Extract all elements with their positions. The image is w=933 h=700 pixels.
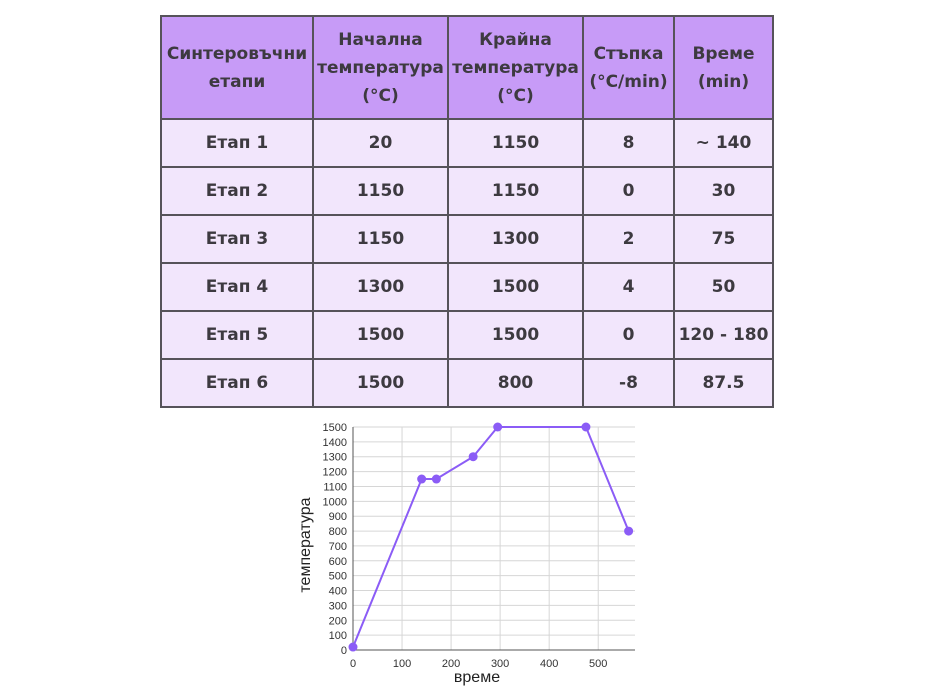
table-cell: 1500: [312, 310, 449, 360]
data-point: [493, 422, 503, 432]
column-header: Крайна температура (°C): [447, 15, 584, 120]
table-cell: 1150: [312, 166, 449, 216]
y-tick-label: 0: [341, 645, 347, 657]
y-tick-label: 100: [329, 630, 347, 642]
column-header: Време (min): [673, 15, 774, 120]
table-cell: 120 - 180: [673, 310, 774, 360]
column-header: Синтеровъчни етапи: [160, 15, 314, 120]
x-axis-label: време: [454, 669, 500, 686]
table-cell: 1150: [447, 118, 584, 168]
table-cell: 1300: [447, 214, 584, 264]
table-cell: 0: [582, 310, 675, 360]
data-point: [431, 474, 441, 484]
table-cell: Етап 5: [160, 310, 314, 360]
table-cell: Етап 2: [160, 166, 314, 216]
table-cell: 87.5: [673, 358, 774, 408]
table-cell: 1150: [447, 166, 584, 216]
data-point: [581, 422, 591, 432]
table-cell: 2: [582, 214, 675, 264]
y-tick-label: 1100: [323, 481, 347, 493]
y-tick-label: 1500: [323, 422, 347, 434]
table-row: Етап 4 1300 1500 4 50: [160, 262, 774, 312]
table-cell: Етап 6: [160, 358, 314, 408]
table-cell: 4: [582, 262, 675, 312]
y-axis-label: температура: [297, 497, 314, 592]
table-cell: 8: [582, 118, 675, 168]
data-point: [348, 642, 358, 652]
y-tick-label: 1000: [323, 496, 347, 508]
table-cell: 20: [312, 118, 449, 168]
table-cell: 1500: [447, 262, 584, 312]
table-row: Етап 6 1500 800 -8 87.5: [160, 358, 774, 408]
x-tick-label: 100: [393, 658, 411, 670]
table-cell: Етап 1: [160, 118, 314, 168]
table-cell: 0: [582, 166, 675, 216]
series-line: [352, 426, 630, 648]
sintering-table: Синтеровъчни етапи Начална температура (°…: [160, 15, 774, 408]
y-tick-label: 1300: [323, 452, 347, 464]
data-point: [468, 452, 478, 462]
data-point: [624, 526, 634, 536]
table-row: Етап 3 1150 1300 2 75: [160, 214, 774, 264]
x-tick-label: 0: [350, 658, 356, 670]
table-cell: 50: [673, 262, 774, 312]
table-cell: 800: [447, 358, 584, 408]
x-tick-label: 300: [491, 658, 509, 670]
y-tick-label: 900: [329, 511, 347, 523]
y-tick-label: 1200: [323, 467, 347, 479]
table-cell: 1500: [447, 310, 584, 360]
data-point: [417, 474, 427, 484]
x-tick-label: 500: [589, 658, 607, 670]
table-row: Етап 5 1500 1500 0 120 - 180: [160, 310, 774, 360]
table-cell: Етап 3: [160, 214, 314, 264]
x-tick-label: 400: [540, 658, 558, 670]
table-cell: 75: [673, 214, 774, 264]
table-cell: Етап 4: [160, 262, 314, 312]
table-cell: -8: [582, 358, 675, 408]
table-cell: 1500: [312, 358, 449, 408]
table-cell: 30: [673, 166, 774, 216]
y-tick-label: 400: [329, 586, 347, 598]
table-row: Етап 2 1150 1150 0 30: [160, 166, 774, 216]
y-tick-label: 700: [329, 541, 347, 553]
y-tick-label: 1400: [323, 437, 347, 449]
table-row: Етап 1 20 1150 8 ~ 140: [160, 118, 774, 168]
column-header: Стъпка (°C/min): [582, 15, 675, 120]
y-tick-label: 800: [329, 526, 347, 538]
column-header: Начална температура (°C): [312, 15, 449, 120]
x-tick-label: 200: [442, 658, 460, 670]
table-cell: ~ 140: [673, 118, 774, 168]
y-tick-label: 200: [329, 615, 347, 627]
y-tick-label: 600: [329, 556, 347, 568]
table-cell: 1150: [312, 214, 449, 264]
y-tick-label: 500: [329, 571, 347, 583]
table-cell: 1300: [312, 262, 449, 312]
y-tick-label: 300: [329, 600, 347, 612]
